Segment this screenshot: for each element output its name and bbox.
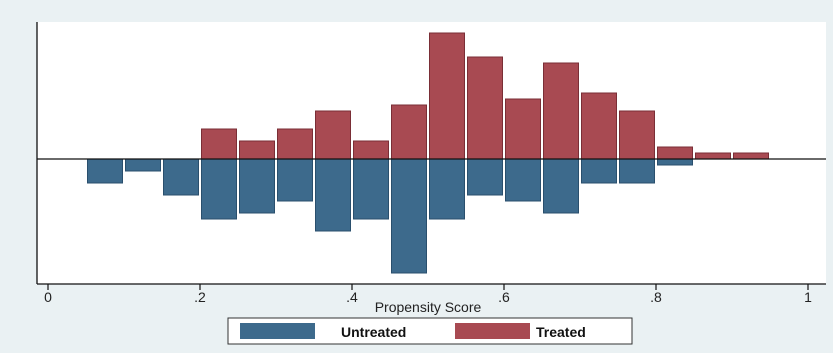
treated-bar — [239, 140, 275, 160]
treated-bar — [201, 128, 237, 160]
x-tick-label: .4 — [346, 289, 358, 305]
x-tick-label: 0 — [44, 289, 52, 305]
treated-bar — [619, 110, 655, 160]
treated-bar — [429, 32, 465, 160]
treated-bar — [733, 152, 769, 160]
treated-bar — [657, 146, 693, 160]
x-tick-label: .8 — [650, 289, 662, 305]
untreated-bar — [581, 158, 617, 184]
untreated-bar — [467, 158, 503, 196]
untreated-bar — [391, 158, 427, 274]
treated-bar — [277, 128, 313, 160]
untreated-bar — [543, 158, 579, 214]
untreated-bar — [505, 158, 541, 202]
legend-label-treated: Treated — [536, 324, 586, 340]
treated-bar — [315, 110, 351, 160]
x-axis-ticks: 0 .2 .4 .6 .8 1 — [44, 284, 812, 305]
untreated-bar — [429, 158, 465, 220]
untreated-bar — [125, 158, 161, 172]
untreated-bar — [201, 158, 237, 220]
treated-bar — [695, 152, 731, 160]
legend-swatch-untreated — [240, 323, 315, 339]
treated-bar — [581, 92, 617, 160]
x-axis-title: Propensity Score — [375, 299, 482, 315]
untreated-bar — [353, 158, 389, 220]
legend-swatch-treated — [455, 323, 530, 339]
untreated-bar — [163, 158, 199, 196]
untreated-bar — [87, 158, 123, 184]
untreated-bar — [239, 158, 275, 214]
legend: Untreated Treated — [227, 317, 633, 345]
x-tick-label: .6 — [498, 289, 510, 305]
treated-bar — [353, 140, 389, 160]
treated-bar — [391, 104, 427, 160]
treated-bar — [543, 62, 579, 160]
untreated-bar — [619, 158, 655, 184]
treated-bar — [505, 98, 541, 160]
x-tick-label: 1 — [804, 289, 812, 305]
treated-bars — [201, 32, 769, 160]
x-tick-label: .2 — [194, 289, 206, 305]
treated-bar — [467, 56, 503, 160]
untreated-bar — [277, 158, 313, 202]
legend-label-untreated: Untreated — [341, 324, 406, 340]
untreated-bar — [315, 158, 351, 232]
untreated-bar — [657, 158, 693, 166]
